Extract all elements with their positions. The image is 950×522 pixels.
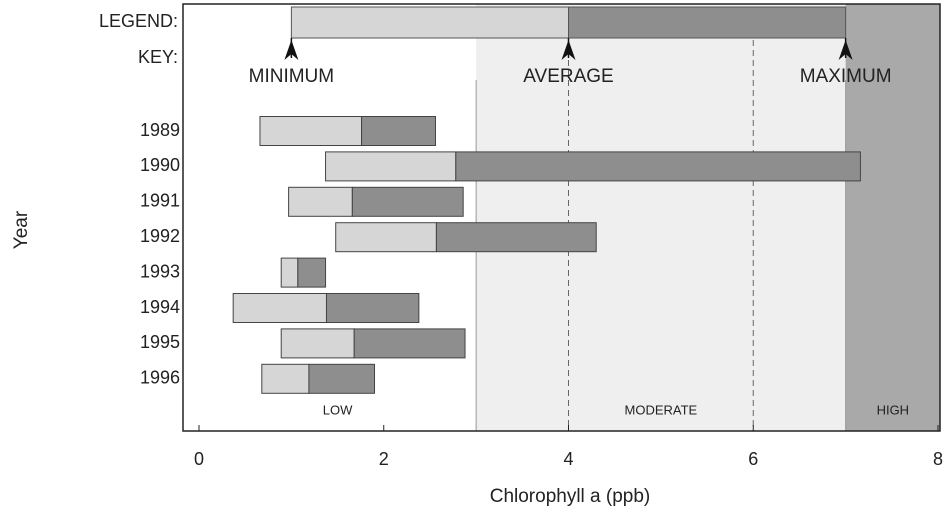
legend-label: MINIMUM <box>249 66 334 87</box>
x-tick-label: 2 <box>379 449 389 469</box>
bar-high <box>361 116 436 146</box>
bar-low <box>325 151 457 182</box>
y-tick-label: 1996 <box>140 368 180 388</box>
bar-low <box>288 186 353 217</box>
bar-high <box>455 151 861 182</box>
bar-high <box>351 186 464 217</box>
y-tick-label: 1989 <box>140 120 180 140</box>
y-tick-label: 1993 <box>140 261 180 281</box>
bar-high <box>325 293 420 323</box>
x-tick-label: 6 <box>748 449 758 469</box>
legend-label: AVERAGE <box>523 66 613 87</box>
y-tick-label: 1991 <box>140 191 180 211</box>
legend-bar-high <box>568 6 847 39</box>
legend-label: MAXIMUM <box>800 66 892 87</box>
legend-arrow <box>561 40 576 60</box>
bar-high <box>435 222 597 253</box>
x-tick-label: 8 <box>933 449 943 469</box>
legend-arrow <box>284 40 299 60</box>
zone <box>476 4 846 431</box>
bar-high <box>353 328 466 359</box>
bar-low <box>261 363 310 394</box>
legend-key: KEY: <box>138 47 178 67</box>
legend-bar-low <box>290 6 569 39</box>
plot-frame <box>182 3 941 432</box>
bar-low <box>280 257 299 288</box>
legend-title: LEGEND: <box>99 11 178 31</box>
x-axis-label: Chlorophyll a (ppb) <box>490 486 651 507</box>
x-tick-label: 4 <box>563 449 573 469</box>
y-tick-label: 1992 <box>140 226 180 246</box>
legend-arrow <box>838 40 853 60</box>
y-axis-label: Year <box>11 210 32 249</box>
bar-high <box>297 257 327 288</box>
bar-low <box>232 293 327 323</box>
zone <box>845 4 940 431</box>
zone-label: MODERATE <box>625 402 698 417</box>
x-tick-label: 0 <box>194 449 204 469</box>
bar-low <box>259 116 363 146</box>
y-tick-label: 1994 <box>140 297 180 317</box>
bar-low <box>335 222 437 253</box>
zone <box>199 4 477 431</box>
zone-label: HIGH <box>877 402 910 417</box>
bar-high <box>308 363 376 394</box>
zone-label: LOW <box>323 402 353 417</box>
y-tick-label: 1990 <box>140 155 180 175</box>
bar-low <box>280 328 355 359</box>
y-tick-label: 1995 <box>140 332 180 352</box>
